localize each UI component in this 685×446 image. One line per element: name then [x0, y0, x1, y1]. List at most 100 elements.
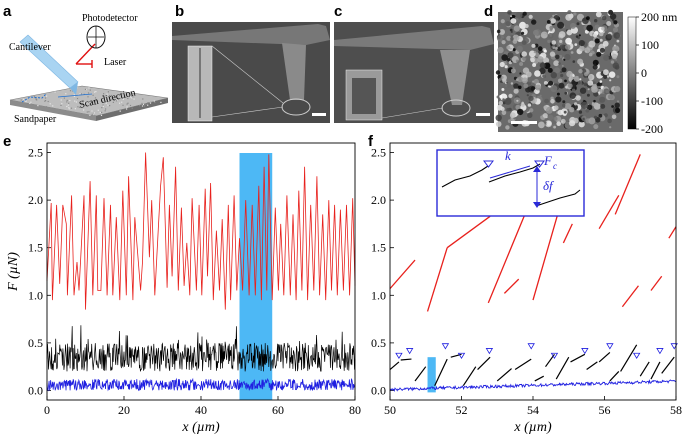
afm-grain [556, 20, 559, 24]
sand-grain [126, 106, 128, 108]
panel-e-label: e [3, 133, 11, 150]
afm-grain [553, 105, 559, 111]
red-segment [487, 207, 529, 304]
sand-grain [85, 88, 87, 91]
sand-grain [67, 104, 69, 106]
afm-grain [593, 124, 599, 130]
laser-label: Laser [104, 57, 127, 68]
sand-grain [130, 96, 132, 98]
sem-b-zoom-line [211, 106, 284, 118]
afm-grain [574, 43, 578, 46]
afm-grain [597, 91, 601, 94]
inset-k-label: k [505, 148, 511, 163]
sand-grain [105, 108, 107, 110]
afm-grain [496, 29, 501, 34]
afm-grain [506, 108, 510, 112]
sand-grain [52, 107, 54, 109]
afm-grain [531, 43, 536, 48]
sand-grain [109, 95, 111, 97]
afm-grain [578, 76, 581, 79]
afm-grain [517, 108, 524, 116]
sand-grain [68, 107, 70, 109]
sem-b-tip-body [282, 43, 306, 100]
afm-grain [613, 20, 618, 25]
afm-grain [510, 37, 514, 41]
sand-grain [104, 110, 106, 112]
sand-grain [66, 101, 68, 103]
sand-grain [93, 112, 95, 114]
sand-grain [60, 99, 62, 101]
black-segment [650, 361, 661, 380]
sand-grain [107, 99, 109, 101]
afm-grain [576, 13, 585, 21]
sand-grain [94, 91, 96, 93]
sand-grain [68, 108, 70, 110]
afm-grain [505, 125, 510, 130]
afm-grain [551, 40, 557, 45]
y-tick-label: 0.5 [371, 336, 386, 350]
black-segment [400, 358, 412, 361]
panel-a: a Photodetector Cantilever Laser Scan di… [3, 3, 169, 125]
afm-grain [519, 21, 527, 29]
sand-grain [89, 89, 91, 91]
afm-texture [495, 9, 621, 130]
afm-grain [586, 16, 590, 20]
afm-grain [539, 67, 546, 75]
afm-grain [558, 82, 565, 89]
sand-grain [76, 97, 79, 100]
afm-grain [553, 116, 558, 121]
afm-grain [564, 79, 567, 83]
afm-grain [504, 65, 508, 69]
black-segment [534, 375, 545, 382]
afm-grain [525, 71, 532, 78]
fc-marker [395, 352, 403, 359]
afm-grain [496, 95, 500, 99]
afm-grain [608, 71, 616, 78]
panel-c-label: c [334, 3, 342, 20]
afm-grain [607, 94, 613, 100]
afm-grain [612, 62, 619, 69]
afm-grain [610, 60, 615, 64]
afm-grain [543, 105, 548, 110]
sand-grain [109, 105, 111, 107]
afm-grain [555, 54, 560, 60]
sand-grain [153, 100, 155, 102]
y-tick-label: 2.0 [28, 193, 43, 207]
highlight-band [427, 357, 436, 393]
sand-grain [146, 102, 149, 104]
afm-grain [598, 113, 603, 118]
afm-grain [542, 74, 547, 78]
afm-grain [553, 60, 560, 67]
afm-grain [596, 82, 600, 87]
inset-trace-1 [441, 165, 489, 188]
y-tick-label: 1.0 [28, 288, 43, 302]
y-tick-label: 2.5 [371, 146, 386, 160]
afm-grain [563, 110, 567, 114]
inset-frame [436, 149, 585, 217]
afm-grain [516, 99, 519, 102]
afm-grain [564, 44, 571, 50]
red-segment [621, 285, 639, 308]
panel-c: c [334, 3, 494, 123]
afm-grain [569, 92, 577, 99]
afm-grain [599, 47, 605, 53]
afm-grain [501, 54, 509, 61]
fc-marker [550, 352, 559, 359]
cantilever-label: Cantilever [9, 42, 51, 53]
sand-grain [88, 87, 90, 89]
sandpaper-texture [20, 87, 162, 117]
fc-marker [656, 348, 664, 355]
afm-grain [612, 27, 619, 33]
afm-grain [601, 26, 605, 31]
afm-grain [569, 107, 575, 113]
afm-grain [583, 82, 587, 86]
black-segment [639, 361, 650, 377]
sand-grain [154, 101, 156, 104]
sand-grain [119, 109, 121, 111]
inset-trace-3 [535, 189, 581, 207]
afm-grain [571, 88, 576, 93]
colorbar [627, 16, 637, 130]
series-blue-line [46, 377, 356, 392]
sand-grain [160, 101, 162, 103]
